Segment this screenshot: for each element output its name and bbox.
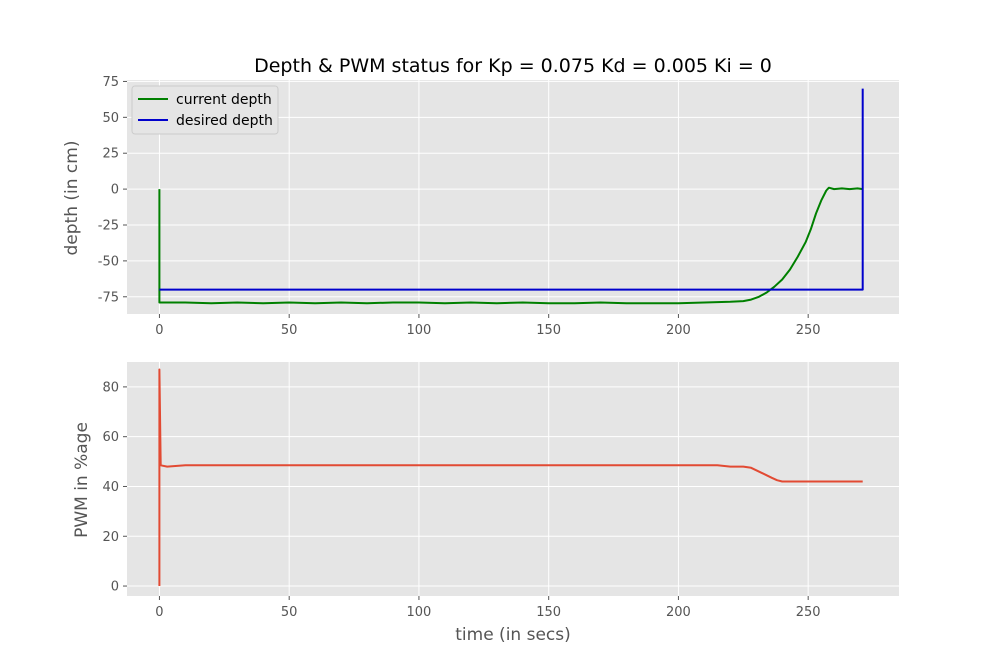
legend-box <box>131 85 279 135</box>
pwm-y-tick-label: 60 <box>102 430 119 445</box>
pwm-y-tick-label: 0 <box>111 580 119 595</box>
pwm-x-tick-label: 50 <box>281 605 298 620</box>
depth-y-tick-label: -25 <box>98 218 119 233</box>
depth-x-tick-label: 50 <box>281 323 298 338</box>
depth-x-tick-label: 250 <box>796 323 821 338</box>
depth-x-tick-label: 150 <box>536 323 561 338</box>
pwm-x-tick-label: 200 <box>666 605 691 620</box>
series-line-desired-depth <box>159 88 864 291</box>
series-line-current-depth <box>158 186 863 305</box>
pwm-y-axis-label: PWM in %age <box>72 422 92 538</box>
pwm-x-tick-label: 100 <box>407 605 432 620</box>
depth-y-tick-label: -75 <box>98 290 119 305</box>
legend: current depth desired depth <box>131 85 279 135</box>
depth-y-tick-label: 25 <box>102 147 119 162</box>
pwm-y-tick-label: 80 <box>102 380 119 395</box>
depth-y-tick-label: 75 <box>102 75 119 90</box>
depth-y-axis-label: depth (in cm) <box>62 141 82 256</box>
depth-y-tick-label: 50 <box>102 111 119 126</box>
depth-y-tick-label: -50 <box>98 254 119 269</box>
depth-x-tick-label: 0 <box>155 323 163 338</box>
depth-x-tick-label: 100 <box>407 323 432 338</box>
pwm-y-tick-label: 40 <box>102 480 119 495</box>
pwm-x-tick-label: 250 <box>796 605 821 620</box>
legend-label-current-depth: current depth <box>176 92 272 108</box>
series-line-pwm-series-0 <box>158 368 863 586</box>
chart-title: Depth & PWM status for Kp = 0.075 Kd = 0… <box>254 55 772 77</box>
pwm-x-tick-label: 0 <box>155 605 163 620</box>
legend-label-desired-depth: desired depth <box>176 113 273 129</box>
time-x-axis-label: time (in secs) <box>455 625 571 645</box>
depth-y-tick-label: 0 <box>111 183 119 198</box>
pwm-y-tick-label: 20 <box>102 530 119 545</box>
pwm-plot-panel: 0 50 100 150 200 250 0 20 40 60 80 <box>102 362 899 620</box>
pwm-plot-area <box>127 362 899 596</box>
pwm-x-tick-label: 150 <box>536 605 561 620</box>
depth-x-tick-label: 200 <box>666 323 691 338</box>
